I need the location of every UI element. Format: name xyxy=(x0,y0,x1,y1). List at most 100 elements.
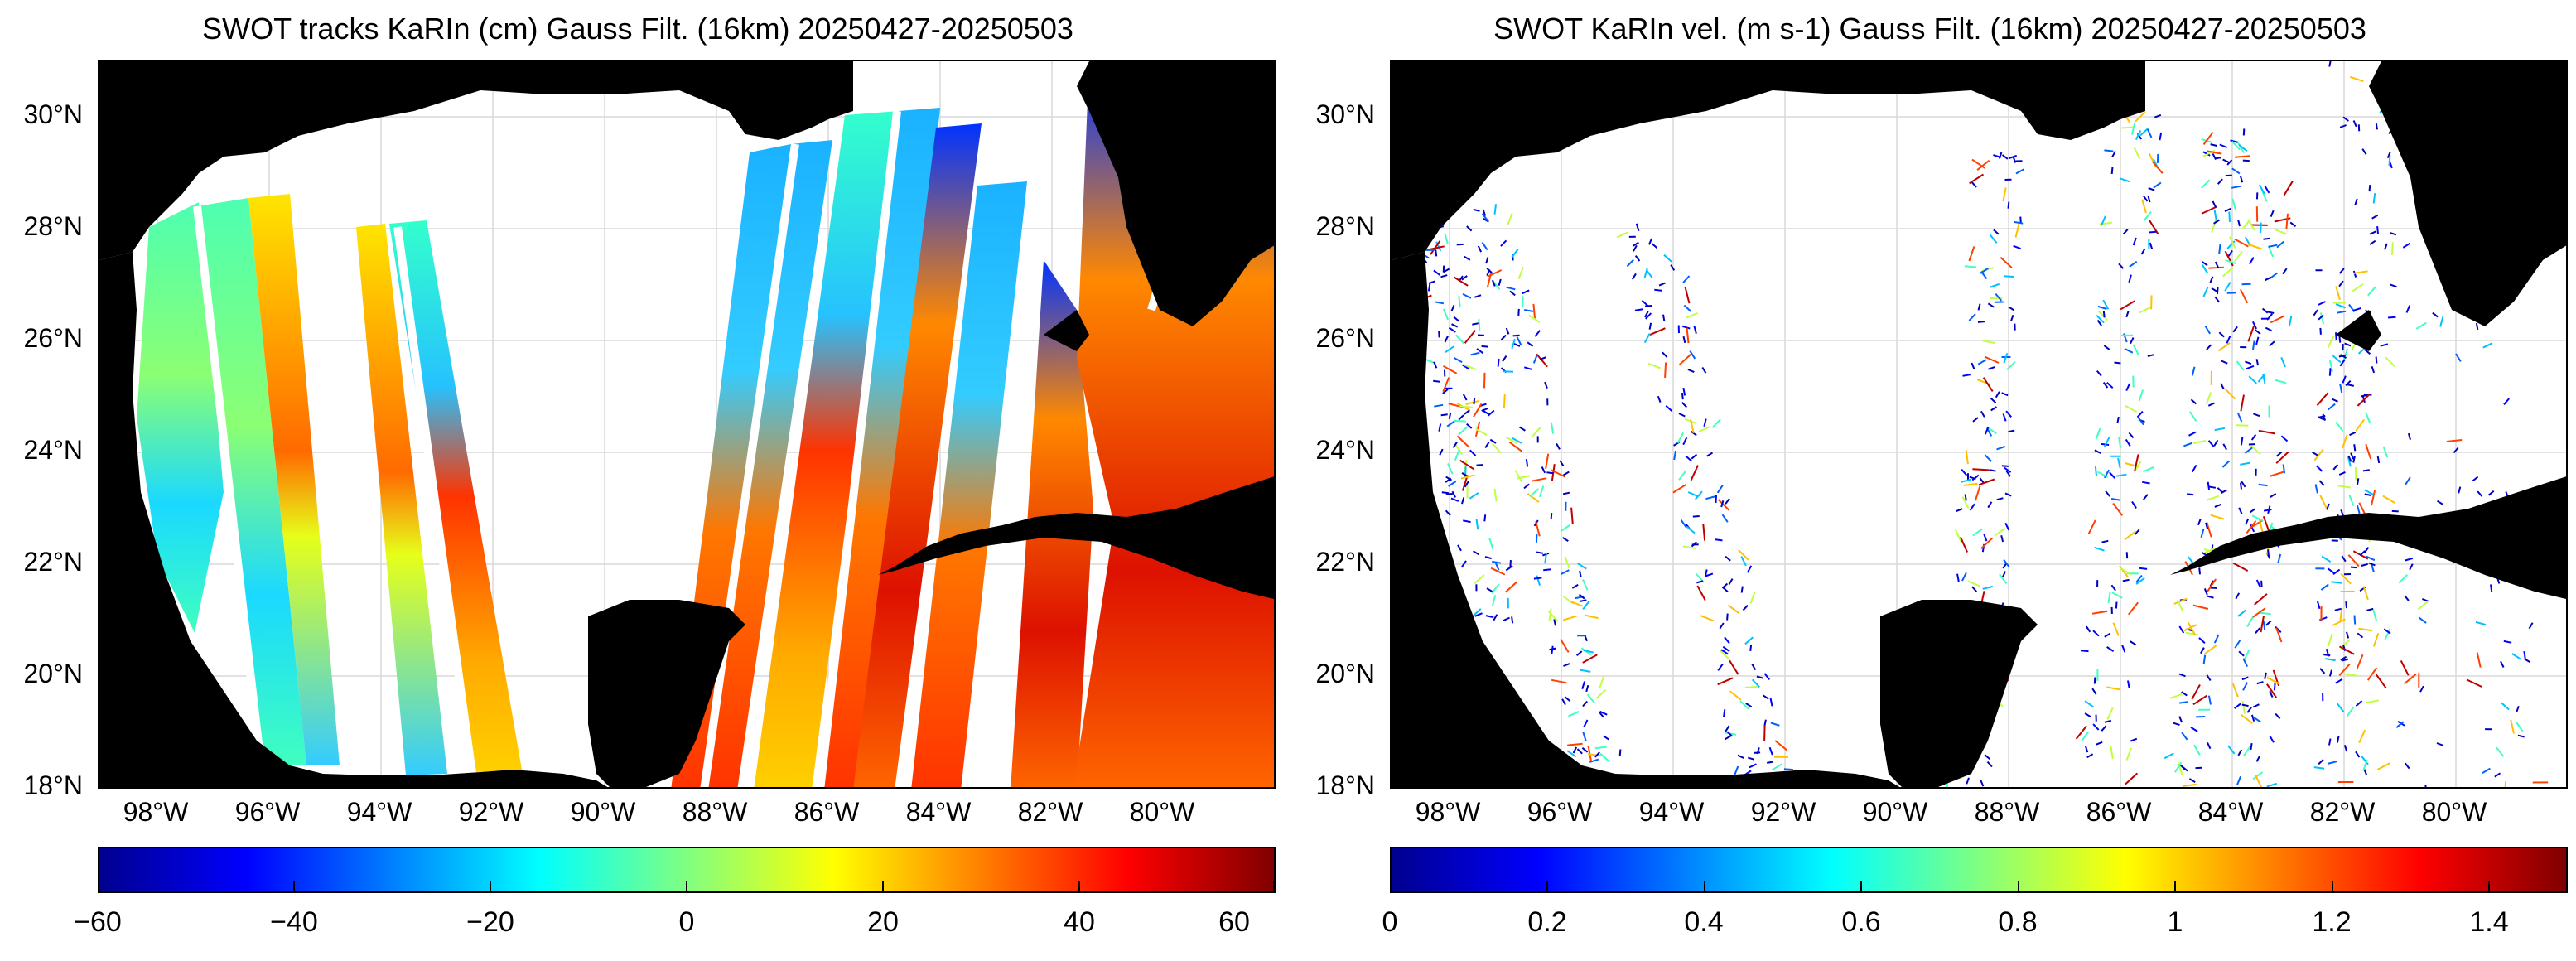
velocity-arrow xyxy=(2208,485,2217,489)
velocity-arrow xyxy=(2266,782,2277,787)
velocity-arrow xyxy=(1439,448,1444,456)
velocity-arrow xyxy=(2201,260,2208,267)
lon-label: 84°W xyxy=(2197,797,2264,827)
velocity-arrow xyxy=(2206,150,2222,155)
velocity-arrow xyxy=(2233,250,2243,263)
velocity-arrow xyxy=(2357,478,2360,485)
velocity-arrow xyxy=(1442,377,1450,393)
velocity-arrow xyxy=(2358,729,2366,744)
velocity-arrow xyxy=(2405,305,2411,313)
colorbar-tick xyxy=(2018,881,2019,893)
velocity-arrow xyxy=(1984,454,1992,462)
velocity-arrow xyxy=(2342,116,2349,122)
velocity-arrow xyxy=(1774,740,1788,751)
velocity-arrow xyxy=(2121,644,2126,653)
velocity-arrow xyxy=(2339,359,2346,367)
velocity-arrow xyxy=(1541,466,1546,474)
velocity-arrow xyxy=(2472,476,2479,482)
velocity-arrow xyxy=(1445,476,1453,481)
velocity-arrow xyxy=(2382,495,2396,505)
velocity-arrow xyxy=(1722,587,1729,593)
velocity-arrow xyxy=(2332,464,2339,471)
velocity-arrow xyxy=(1756,675,1763,679)
velocity-arrow xyxy=(1687,369,1695,374)
velocity-arrow xyxy=(1551,678,1567,684)
velocity-arrow xyxy=(2125,405,2138,413)
velocity-arrow xyxy=(2336,736,2340,743)
velocity-arrow xyxy=(2269,735,2275,743)
velocity-arrow xyxy=(1631,273,1637,280)
velocity-arrow xyxy=(1473,208,1480,212)
velocity-arrow xyxy=(1481,345,1488,348)
velocity-arrow xyxy=(1532,354,1538,364)
velocity-arrow xyxy=(2224,207,2231,213)
velocity-arrow xyxy=(1693,326,1697,334)
velocity-arrow xyxy=(1443,365,1458,374)
velocity-arrow xyxy=(2318,759,2324,765)
velocity-arrow xyxy=(2130,337,2135,345)
velocity-arrow xyxy=(2400,659,2410,676)
velocity-arrow xyxy=(2348,495,2355,506)
velocity-arrow xyxy=(2366,699,2379,704)
velocity-arrow xyxy=(2086,625,2091,633)
velocity-arrow xyxy=(2207,440,2215,447)
velocity-arrow xyxy=(2331,398,2338,403)
velocity-arrow xyxy=(2192,694,2208,706)
lon-label: 86°W xyxy=(794,797,860,827)
velocity-arrow xyxy=(2245,518,2250,525)
velocity-arrow xyxy=(2147,196,2151,203)
velocity-arrow xyxy=(2382,446,2389,458)
velocity-arrow xyxy=(2335,303,2347,309)
velocity-arrow xyxy=(2289,221,2297,228)
velocity-arrow xyxy=(1464,330,1476,344)
velocity-arrow xyxy=(2276,240,2284,249)
velocity-arrow xyxy=(2432,311,2439,318)
velocity-arrow xyxy=(2114,361,2121,365)
velocity-arrow xyxy=(2362,759,2368,771)
velocity-arrow xyxy=(2139,306,2152,314)
colorbar-tick xyxy=(1860,881,1862,893)
velocity-arrow xyxy=(2236,360,2245,371)
velocity-arrow xyxy=(2338,471,2346,476)
velocity-arrow xyxy=(2202,654,2207,664)
velocity-arrow xyxy=(2097,310,2108,321)
velocity-arrow xyxy=(1454,419,1466,423)
colorbar-label: 20 xyxy=(867,906,899,938)
velocity-arrow xyxy=(2228,236,2236,249)
velocity-arrow xyxy=(2260,616,2265,633)
velocity-arrow xyxy=(2318,480,2325,486)
velocity-arrow xyxy=(2251,514,2264,522)
velocity-arrow xyxy=(1726,613,1729,621)
velocity-arrow xyxy=(2014,223,2020,238)
velocity-arrow xyxy=(2102,311,2106,318)
velocity-arrow xyxy=(2241,218,2252,229)
velocity-arrow xyxy=(1744,685,1758,688)
velocity-arrow xyxy=(1969,173,1985,185)
velocity-arrow xyxy=(2110,584,2116,592)
velocity-arrow xyxy=(2014,220,2024,225)
velocity-arrow xyxy=(2283,181,2294,196)
velocity-arrow xyxy=(2376,456,2381,464)
velocity-arrow xyxy=(2250,434,2257,441)
velocity-arrow xyxy=(2153,181,2162,189)
velocity-arrow xyxy=(1595,688,1607,699)
velocity-arrow xyxy=(2265,276,2272,282)
velocity-arrow xyxy=(2372,192,2376,204)
velocity-arrow xyxy=(2376,226,2379,234)
velocity-arrow xyxy=(2363,546,2370,553)
velocity-arrow xyxy=(1577,563,1587,570)
lon-label: 82°W xyxy=(1017,797,1083,827)
velocity-arrow xyxy=(1966,777,1970,785)
velocity-arrow xyxy=(1562,471,1570,476)
velocity-arrow xyxy=(1434,403,1444,408)
velocity-arrow xyxy=(2002,413,2007,422)
velocity-arrow xyxy=(1532,303,1536,320)
velocity-arrow xyxy=(2343,745,2348,752)
velocity-arrow xyxy=(2398,574,2409,584)
velocity-arrow xyxy=(1971,158,1985,169)
velocity-arrow xyxy=(2146,128,2153,138)
velocity-arrow xyxy=(2319,312,2325,325)
velocity-arrow xyxy=(1487,409,1495,417)
velocity-arrow xyxy=(1956,508,1963,513)
velocity-arrow xyxy=(1548,608,1552,621)
